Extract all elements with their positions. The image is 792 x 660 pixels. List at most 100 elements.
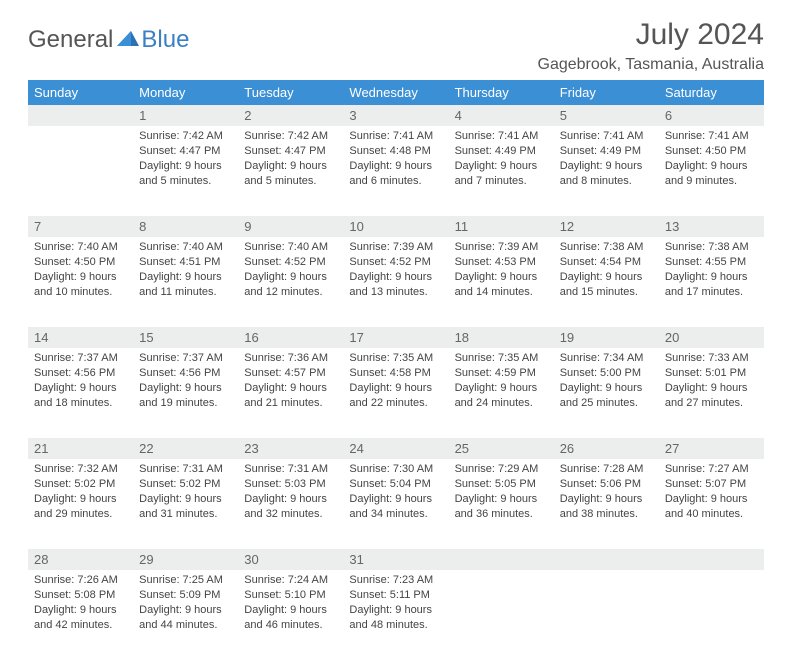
day-data-cell: Sunrise: 7:42 AMSunset: 4:47 PMDaylight:… — [238, 126, 343, 216]
day-number-cell: 11 — [449, 216, 554, 237]
day-data-cell: Sunrise: 7:42 AMSunset: 4:47 PMDaylight:… — [133, 126, 238, 216]
day-data-cell: Sunrise: 7:36 AMSunset: 4:57 PMDaylight:… — [238, 348, 343, 438]
day-number-cell — [554, 549, 659, 570]
weekday-header: Sunday — [28, 80, 133, 105]
day-data-content: Sunrise: 7:26 AMSunset: 5:08 PMDaylight:… — [28, 570, 133, 640]
day-number-cell: 14 — [28, 327, 133, 348]
weekday-header: Saturday — [659, 80, 764, 105]
day-data-content: Sunrise: 7:40 AMSunset: 4:52 PMDaylight:… — [238, 237, 343, 307]
day-data-cell: Sunrise: 7:41 AMSunset: 4:49 PMDaylight:… — [554, 126, 659, 216]
day-number-cell: 17 — [343, 327, 448, 348]
day-data-row: Sunrise: 7:26 AMSunset: 5:08 PMDaylight:… — [28, 570, 764, 660]
day-number-cell: 26 — [554, 438, 659, 459]
day-data-cell: Sunrise: 7:40 AMSunset: 4:52 PMDaylight:… — [238, 237, 343, 327]
day-number-cell: 19 — [554, 327, 659, 348]
weekday-header: Wednesday — [343, 80, 448, 105]
weekday-header: Monday — [133, 80, 238, 105]
day-data-cell: Sunrise: 7:25 AMSunset: 5:09 PMDaylight:… — [133, 570, 238, 660]
day-data-cell: Sunrise: 7:35 AMSunset: 4:58 PMDaylight:… — [343, 348, 448, 438]
day-number-cell — [449, 549, 554, 570]
title-block: July 2024 Gagebrook, Tasmania, Australia — [538, 18, 765, 74]
day-data-content: Sunrise: 7:39 AMSunset: 4:52 PMDaylight:… — [343, 237, 448, 307]
day-data-row: Sunrise: 7:37 AMSunset: 4:56 PMDaylight:… — [28, 348, 764, 438]
day-data-cell: Sunrise: 7:39 AMSunset: 4:53 PMDaylight:… — [449, 237, 554, 327]
day-number-cell: 2 — [238, 105, 343, 126]
day-number-row: 21222324252627 — [28, 438, 764, 459]
location: Gagebrook, Tasmania, Australia — [538, 56, 765, 74]
logo: General Blue — [28, 26, 189, 54]
day-number-cell: 30 — [238, 549, 343, 570]
logo-text-general: General — [28, 26, 113, 54]
day-data-content: Sunrise: 7:39 AMSunset: 4:53 PMDaylight:… — [449, 237, 554, 307]
day-data-cell: Sunrise: 7:24 AMSunset: 5:10 PMDaylight:… — [238, 570, 343, 660]
day-data-content: Sunrise: 7:31 AMSunset: 5:02 PMDaylight:… — [133, 459, 238, 529]
day-data-content: Sunrise: 7:25 AMSunset: 5:09 PMDaylight:… — [133, 570, 238, 640]
day-number-cell: 4 — [449, 105, 554, 126]
day-data-cell: Sunrise: 7:41 AMSunset: 4:50 PMDaylight:… — [659, 126, 764, 216]
weekday-header-row: SundayMondayTuesdayWednesdayThursdayFrid… — [28, 80, 764, 105]
day-data-content: Sunrise: 7:41 AMSunset: 4:49 PMDaylight:… — [449, 126, 554, 196]
day-data-content: Sunrise: 7:30 AMSunset: 5:04 PMDaylight:… — [343, 459, 448, 529]
day-data-content: Sunrise: 7:33 AMSunset: 5:01 PMDaylight:… — [659, 348, 764, 418]
day-data-content: Sunrise: 7:24 AMSunset: 5:10 PMDaylight:… — [238, 570, 343, 640]
day-data-cell: Sunrise: 7:28 AMSunset: 5:06 PMDaylight:… — [554, 459, 659, 549]
day-data-cell: Sunrise: 7:41 AMSunset: 4:49 PMDaylight:… — [449, 126, 554, 216]
day-number-cell: 16 — [238, 327, 343, 348]
day-data-content: Sunrise: 7:27 AMSunset: 5:07 PMDaylight:… — [659, 459, 764, 529]
day-number-cell — [28, 105, 133, 126]
day-number-cell: 9 — [238, 216, 343, 237]
day-data-content: Sunrise: 7:29 AMSunset: 5:05 PMDaylight:… — [449, 459, 554, 529]
day-number-cell: 21 — [28, 438, 133, 459]
day-number-cell — [659, 549, 764, 570]
day-data-cell — [28, 126, 133, 216]
day-data-content: Sunrise: 7:40 AMSunset: 4:50 PMDaylight:… — [28, 237, 133, 307]
day-data-content: Sunrise: 7:42 AMSunset: 4:47 PMDaylight:… — [238, 126, 343, 196]
day-data-content: Sunrise: 7:41 AMSunset: 4:48 PMDaylight:… — [343, 126, 448, 196]
day-data-cell: Sunrise: 7:26 AMSunset: 5:08 PMDaylight:… — [28, 570, 133, 660]
day-data-content: Sunrise: 7:31 AMSunset: 5:03 PMDaylight:… — [238, 459, 343, 529]
day-number-cell: 6 — [659, 105, 764, 126]
day-number-cell: 8 — [133, 216, 238, 237]
day-data-content: Sunrise: 7:42 AMSunset: 4:47 PMDaylight:… — [133, 126, 238, 196]
calendar-table: SundayMondayTuesdayWednesdayThursdayFrid… — [28, 80, 764, 660]
day-data-cell: Sunrise: 7:29 AMSunset: 5:05 PMDaylight:… — [449, 459, 554, 549]
day-data-cell: Sunrise: 7:32 AMSunset: 5:02 PMDaylight:… — [28, 459, 133, 549]
weekday-header: Friday — [554, 80, 659, 105]
day-number-cell: 7 — [28, 216, 133, 237]
day-data-cell: Sunrise: 7:41 AMSunset: 4:48 PMDaylight:… — [343, 126, 448, 216]
day-number-cell: 23 — [238, 438, 343, 459]
day-number-row: 78910111213 — [28, 216, 764, 237]
day-number-cell: 22 — [133, 438, 238, 459]
day-data-row: Sunrise: 7:32 AMSunset: 5:02 PMDaylight:… — [28, 459, 764, 549]
day-number-cell: 12 — [554, 216, 659, 237]
day-data-cell — [554, 570, 659, 660]
day-data-cell: Sunrise: 7:37 AMSunset: 4:56 PMDaylight:… — [133, 348, 238, 438]
day-data-cell: Sunrise: 7:38 AMSunset: 4:54 PMDaylight:… — [554, 237, 659, 327]
day-number-cell: 28 — [28, 549, 133, 570]
day-number-cell: 3 — [343, 105, 448, 126]
day-data-content: Sunrise: 7:40 AMSunset: 4:51 PMDaylight:… — [133, 237, 238, 307]
day-data-content: Sunrise: 7:35 AMSunset: 4:59 PMDaylight:… — [449, 348, 554, 418]
day-data-content: Sunrise: 7:41 AMSunset: 4:50 PMDaylight:… — [659, 126, 764, 196]
day-data-content: Sunrise: 7:41 AMSunset: 4:49 PMDaylight:… — [554, 126, 659, 196]
day-data-content: Sunrise: 7:36 AMSunset: 4:57 PMDaylight:… — [238, 348, 343, 418]
day-data-content: Sunrise: 7:32 AMSunset: 5:02 PMDaylight:… — [28, 459, 133, 529]
day-data-content: Sunrise: 7:28 AMSunset: 5:06 PMDaylight:… — [554, 459, 659, 529]
day-number-cell: 10 — [343, 216, 448, 237]
day-data-cell: Sunrise: 7:38 AMSunset: 4:55 PMDaylight:… — [659, 237, 764, 327]
day-number-cell: 1 — [133, 105, 238, 126]
day-data-cell: Sunrise: 7:31 AMSunset: 5:03 PMDaylight:… — [238, 459, 343, 549]
logo-text-blue: Blue — [141, 26, 189, 54]
triangle-icon — [117, 29, 139, 52]
day-data-content: Sunrise: 7:37 AMSunset: 4:56 PMDaylight:… — [133, 348, 238, 418]
day-data-cell — [449, 570, 554, 660]
day-number-cell: 24 — [343, 438, 448, 459]
day-number-cell: 27 — [659, 438, 764, 459]
weekday-header: Tuesday — [238, 80, 343, 105]
day-number-cell: 31 — [343, 549, 448, 570]
day-data-content: Sunrise: 7:35 AMSunset: 4:58 PMDaylight:… — [343, 348, 448, 418]
day-number-cell: 25 — [449, 438, 554, 459]
day-data-row: Sunrise: 7:42 AMSunset: 4:47 PMDaylight:… — [28, 126, 764, 216]
day-data-cell: Sunrise: 7:39 AMSunset: 4:52 PMDaylight:… — [343, 237, 448, 327]
day-number-cell: 5 — [554, 105, 659, 126]
